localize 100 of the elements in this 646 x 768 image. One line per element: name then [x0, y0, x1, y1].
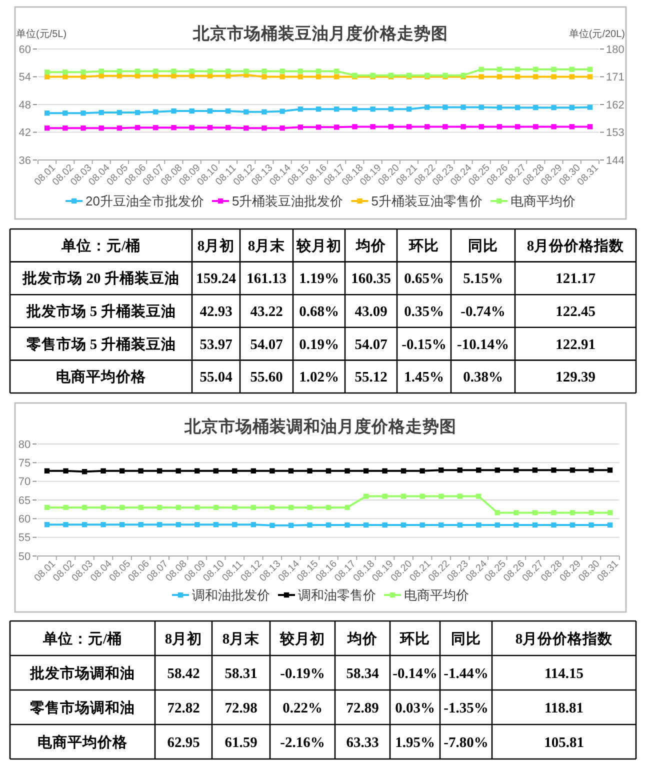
point	[307, 522, 312, 528]
category-label: 较月初	[296, 236, 342, 254]
point	[194, 522, 200, 528]
point	[352, 124, 358, 130]
point	[400, 468, 406, 474]
point	[194, 504, 200, 510]
point	[533, 124, 538, 130]
point	[62, 74, 68, 80]
text: 0.65%	[404, 271, 444, 288]
text: 0.22%	[282, 700, 322, 716]
point	[119, 522, 125, 528]
point	[478, 66, 484, 72]
point	[363, 468, 369, 474]
point	[344, 468, 350, 474]
legend-label: 5升桶装豆油批发价	[232, 194, 344, 208]
point	[532, 510, 538, 516]
point	[270, 468, 275, 474]
point	[63, 468, 68, 474]
text: -10.14%	[457, 336, 509, 353]
text: 1.45%	[404, 370, 444, 386]
point	[189, 73, 194, 78]
point	[400, 494, 406, 499]
text: 43.22	[250, 304, 283, 320]
point	[326, 504, 332, 510]
point	[551, 66, 556, 72]
text: 单位：元/桶	[42, 630, 122, 648]
text: -7.80%	[444, 734, 488, 751]
y2-tick-label: 153	[606, 127, 624, 140]
y2-tick-label: 180	[606, 44, 624, 56]
point	[176, 468, 181, 474]
y2-axis-title: 单位(元/20L)	[568, 28, 625, 40]
point	[225, 125, 231, 130]
point	[442, 124, 448, 130]
text: 114.15	[544, 666, 584, 682]
point	[100, 504, 106, 510]
point	[476, 468, 482, 473]
point	[288, 468, 294, 474]
point	[44, 70, 50, 75]
point	[326, 522, 332, 528]
text: -0.15%	[402, 336, 446, 353]
point	[62, 70, 68, 75]
point	[262, 74, 267, 80]
point	[156, 468, 162, 474]
point	[98, 125, 104, 131]
category-label: 较月初	[279, 629, 325, 648]
point	[496, 124, 502, 130]
text: 0.03%	[395, 700, 435, 716]
point	[307, 504, 312, 510]
point	[280, 68, 285, 74]
y-tick-label: 48	[18, 99, 31, 112]
legend-label: 调和油批发价	[192, 588, 270, 602]
point	[63, 504, 68, 510]
point	[298, 68, 304, 74]
point	[62, 125, 68, 131]
point	[100, 522, 106, 528]
category-label: 同比	[468, 237, 498, 254]
text: 55.60	[250, 370, 283, 386]
point	[588, 468, 594, 473]
point	[496, 66, 502, 72]
point	[250, 504, 256, 510]
point	[478, 124, 484, 130]
point	[82, 522, 88, 528]
point	[514, 510, 519, 516]
point	[194, 468, 200, 474]
point	[225, 68, 231, 74]
text: 42.93	[200, 304, 232, 320]
point	[80, 125, 86, 131]
y-tick-label: 54	[18, 72, 31, 84]
point	[250, 522, 256, 528]
point	[494, 510, 500, 516]
text: 0.19%	[299, 336, 339, 353]
point	[400, 522, 406, 528]
point	[307, 468, 312, 474]
point	[420, 494, 425, 499]
point	[156, 522, 162, 528]
text: 1.02%	[299, 370, 339, 386]
point	[138, 504, 144, 510]
point	[370, 124, 376, 130]
text: 160.35	[351, 271, 391, 288]
category-label: 8月份价格指数	[526, 237, 626, 254]
category-label: 8月初	[197, 236, 235, 254]
point	[288, 522, 294, 528]
point	[171, 68, 176, 74]
text: 0.38%	[463, 370, 503, 386]
category-label: 批发市场 20 升桶装豆油	[22, 271, 180, 288]
text: 129.39	[556, 370, 596, 386]
point	[156, 504, 162, 510]
point	[316, 74, 322, 80]
category-label: 电商平均价格	[38, 734, 128, 751]
text: 58.31	[224, 666, 258, 682]
text: -0.74%	[460, 304, 506, 320]
legend-label: 调和油零售价	[298, 588, 376, 602]
category-label: 均价	[355, 237, 387, 254]
point	[44, 74, 50, 80]
y-tick-label: 36	[18, 154, 31, 167]
point	[207, 125, 213, 130]
point	[420, 468, 425, 474]
point	[438, 522, 444, 528]
point	[438, 494, 444, 499]
point	[334, 124, 340, 130]
